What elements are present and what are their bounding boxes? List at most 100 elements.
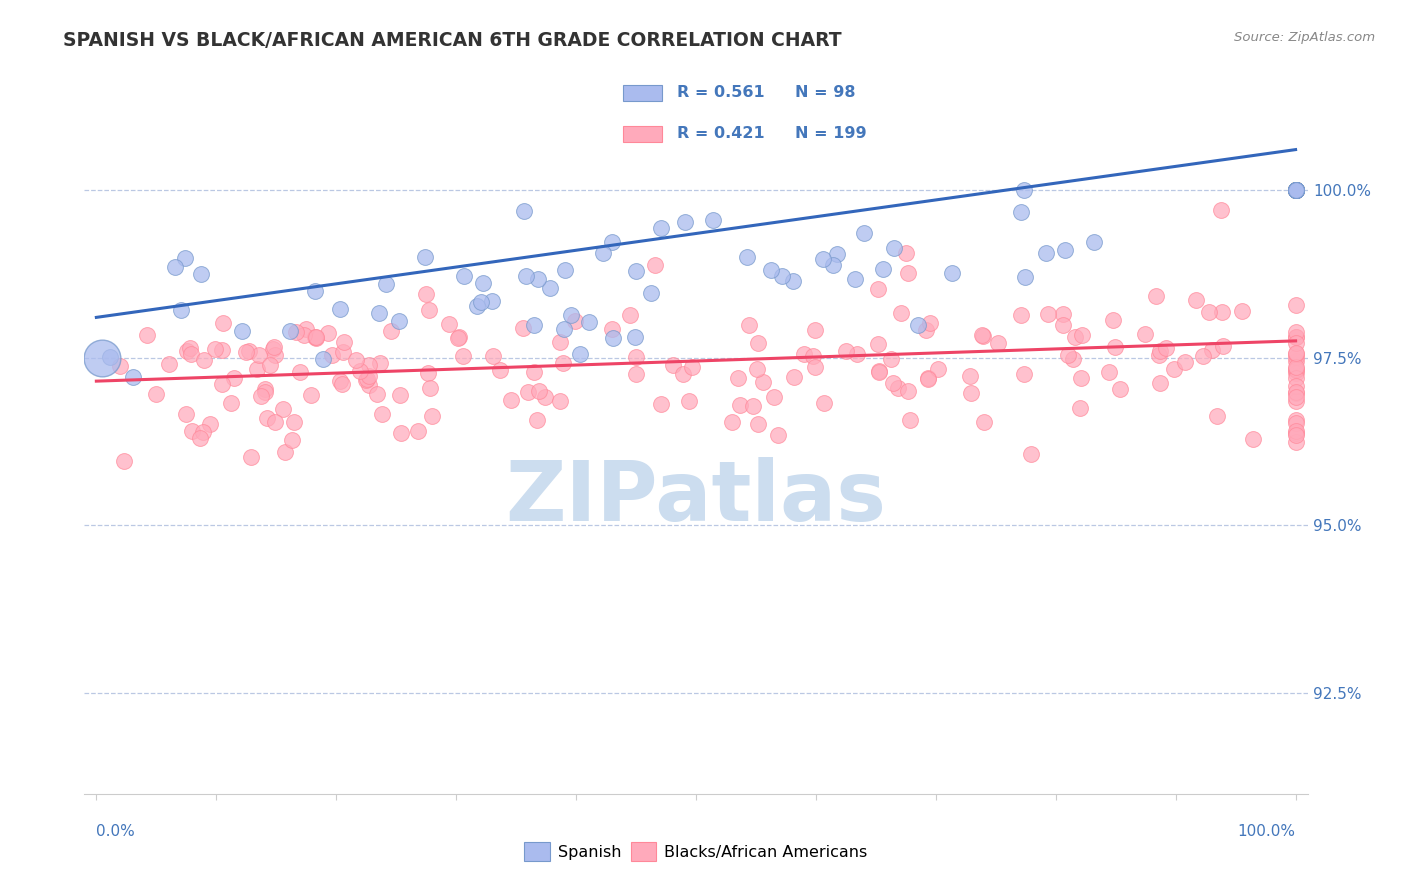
Point bbox=[1284, 183, 1306, 197]
Point bbox=[333, 334, 356, 349]
Point bbox=[578, 315, 600, 329]
Text: ZIPatlas: ZIPatlas bbox=[506, 458, 886, 539]
Point bbox=[231, 324, 253, 338]
Point bbox=[449, 330, 471, 344]
Text: N = 199: N = 199 bbox=[794, 127, 866, 142]
Point bbox=[1284, 336, 1306, 351]
Point bbox=[1284, 183, 1306, 197]
Point bbox=[254, 382, 277, 396]
Point bbox=[482, 349, 505, 363]
Point bbox=[1284, 330, 1306, 344]
Point bbox=[419, 381, 441, 395]
Point bbox=[1284, 183, 1306, 197]
Point bbox=[517, 385, 540, 400]
Point bbox=[1284, 371, 1306, 385]
Text: SPANISH VS BLACK/AFRICAN AMERICAN 6TH GRADE CORRELATION CHART: SPANISH VS BLACK/AFRICAN AMERICAN 6TH GR… bbox=[63, 31, 842, 50]
Point bbox=[380, 324, 402, 338]
Point bbox=[1284, 183, 1306, 197]
Point bbox=[534, 390, 557, 404]
Point bbox=[240, 450, 263, 464]
Point bbox=[1052, 318, 1074, 333]
Point bbox=[170, 303, 193, 318]
Point bbox=[872, 262, 894, 277]
Point bbox=[1284, 424, 1306, 438]
Point bbox=[489, 363, 512, 377]
Point bbox=[644, 259, 666, 273]
Point bbox=[408, 424, 430, 438]
Point bbox=[1284, 183, 1306, 197]
Point bbox=[640, 286, 662, 301]
Point bbox=[673, 215, 696, 229]
Point bbox=[447, 331, 470, 345]
Point bbox=[1156, 341, 1178, 355]
Point bbox=[868, 365, 890, 379]
Point bbox=[1211, 305, 1233, 319]
Point bbox=[179, 341, 201, 355]
Point bbox=[548, 394, 571, 409]
Point bbox=[960, 385, 983, 400]
Point bbox=[1284, 428, 1306, 442]
Point bbox=[1284, 350, 1306, 364]
Point bbox=[329, 301, 352, 316]
Point bbox=[868, 282, 890, 296]
Point bbox=[553, 322, 575, 336]
Point bbox=[254, 385, 277, 400]
Point bbox=[359, 358, 381, 372]
Point bbox=[190, 267, 212, 281]
Point bbox=[98, 350, 121, 364]
Point bbox=[626, 367, 648, 381]
Point bbox=[356, 373, 378, 387]
Point bbox=[1062, 351, 1084, 366]
Point bbox=[304, 285, 326, 299]
Point bbox=[211, 377, 233, 392]
Point bbox=[204, 343, 226, 357]
Point bbox=[274, 445, 297, 459]
Point bbox=[472, 276, 495, 290]
Point bbox=[1284, 183, 1306, 197]
Point bbox=[1284, 183, 1306, 197]
Point bbox=[1284, 183, 1306, 197]
Point bbox=[1083, 235, 1105, 249]
Text: N = 98: N = 98 bbox=[794, 86, 855, 101]
Point bbox=[811, 252, 834, 266]
Point bbox=[523, 318, 546, 333]
Point bbox=[1284, 347, 1306, 361]
Point bbox=[900, 412, 922, 426]
Point bbox=[1019, 447, 1042, 461]
Point bbox=[662, 358, 685, 372]
Point bbox=[1284, 183, 1306, 197]
Point bbox=[747, 361, 769, 376]
Point bbox=[882, 376, 904, 390]
Point bbox=[917, 372, 939, 386]
Point bbox=[1284, 416, 1306, 430]
Point bbox=[624, 329, 647, 343]
Point bbox=[1064, 330, 1087, 344]
Point bbox=[1284, 183, 1306, 197]
Point bbox=[513, 204, 536, 219]
Point bbox=[211, 316, 233, 330]
Point bbox=[1069, 401, 1091, 415]
Point bbox=[602, 331, 624, 345]
Point bbox=[920, 317, 942, 331]
Point bbox=[122, 370, 145, 384]
Point bbox=[112, 454, 135, 468]
Point bbox=[163, 260, 186, 274]
Bar bbox=[623, 126, 662, 142]
Point bbox=[1284, 183, 1306, 197]
Point bbox=[1284, 183, 1306, 197]
Point bbox=[1010, 205, 1032, 219]
Point bbox=[917, 371, 939, 385]
Point bbox=[1284, 183, 1306, 197]
Point bbox=[1174, 355, 1197, 369]
Point bbox=[813, 395, 835, 409]
Point bbox=[747, 417, 769, 431]
Point bbox=[515, 269, 537, 284]
Point bbox=[349, 364, 371, 378]
Point bbox=[157, 357, 180, 371]
Point bbox=[844, 271, 866, 285]
Point bbox=[970, 327, 993, 342]
Point bbox=[422, 409, 444, 424]
Point bbox=[332, 345, 354, 359]
Point bbox=[388, 388, 411, 402]
Point bbox=[752, 375, 775, 389]
